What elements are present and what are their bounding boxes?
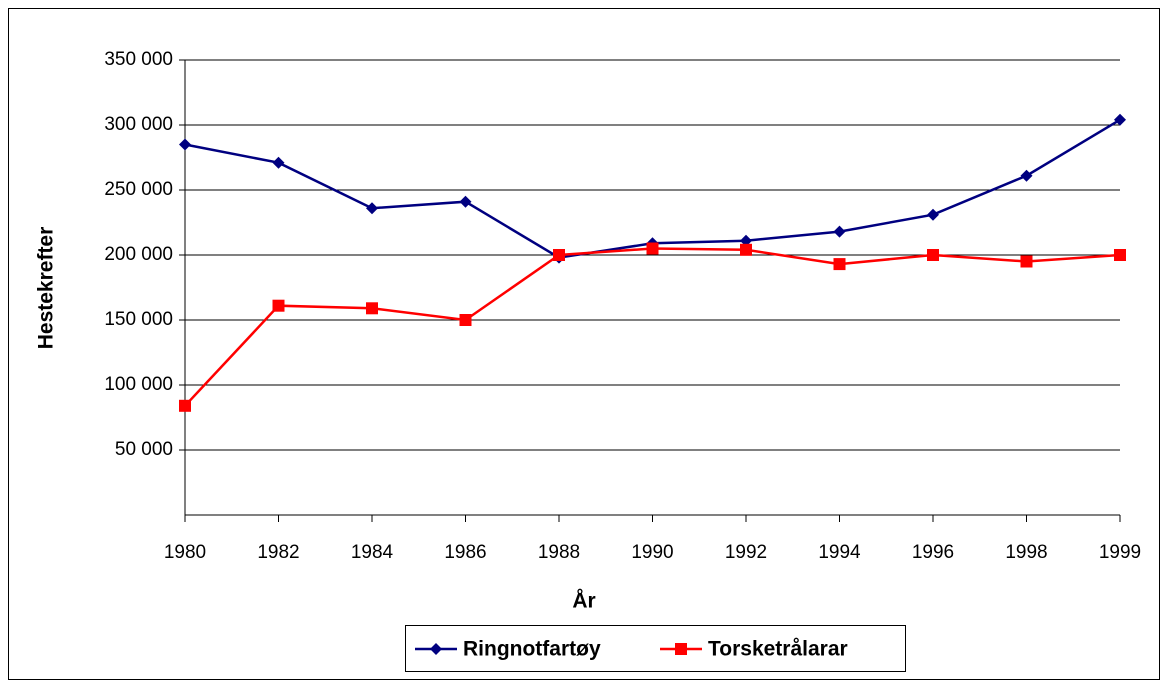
marker [740, 243, 752, 256]
x-axis-title: År [572, 589, 595, 613]
marker [1114, 113, 1126, 126]
y-tick-label: 350 000 [104, 49, 173, 70]
x-tick-label: 1986 [444, 542, 486, 563]
x-tick-label: 1998 [1005, 542, 1047, 563]
marker [459, 314, 472, 326]
x-tick-label: 1990 [631, 542, 673, 563]
x-tick-label: 1999 [1099, 542, 1141, 563]
x-tick-label: 1988 [538, 542, 580, 563]
legend-box [405, 625, 906, 672]
y-tick-label: 100 000 [104, 374, 173, 395]
y-tick-label: 50 000 [115, 439, 173, 460]
marker [179, 399, 191, 412]
x-tick-label: 1984 [351, 542, 394, 563]
marker [833, 225, 846, 238]
marker [833, 258, 846, 271]
y-tick-label: 150 000 [104, 309, 173, 330]
marker [1020, 255, 1033, 268]
marker [646, 242, 659, 255]
x-tick-label: 1992 [725, 542, 767, 563]
x-tick-label: 1994 [818, 542, 861, 563]
marker [366, 202, 378, 215]
legend-label: Torsketrålarar [708, 638, 848, 661]
x-tick-label: 1982 [257, 542, 299, 563]
y-tick-label: 300 000 [104, 114, 173, 135]
marker [675, 643, 687, 655]
marker [430, 643, 442, 655]
x-tick-label: 1980 [164, 542, 206, 563]
y-tick-label: 200 000 [104, 244, 173, 265]
marker [1114, 249, 1126, 261]
marker [459, 195, 472, 208]
marker [927, 249, 939, 261]
y-axis-title: Hestekrefter [35, 227, 58, 350]
legend-label: Ringnotfartøy [463, 638, 601, 661]
marker [740, 234, 752, 247]
marker [927, 208, 939, 221]
y-tick-label: 250 000 [104, 179, 173, 200]
marker [272, 299, 285, 312]
marker [553, 249, 565, 261]
marker [1020, 169, 1033, 182]
marker [272, 156, 285, 169]
chart-border [8, 8, 1160, 680]
marker [366, 302, 378, 315]
marker [179, 138, 191, 151]
x-tick-label: 1996 [912, 542, 954, 563]
